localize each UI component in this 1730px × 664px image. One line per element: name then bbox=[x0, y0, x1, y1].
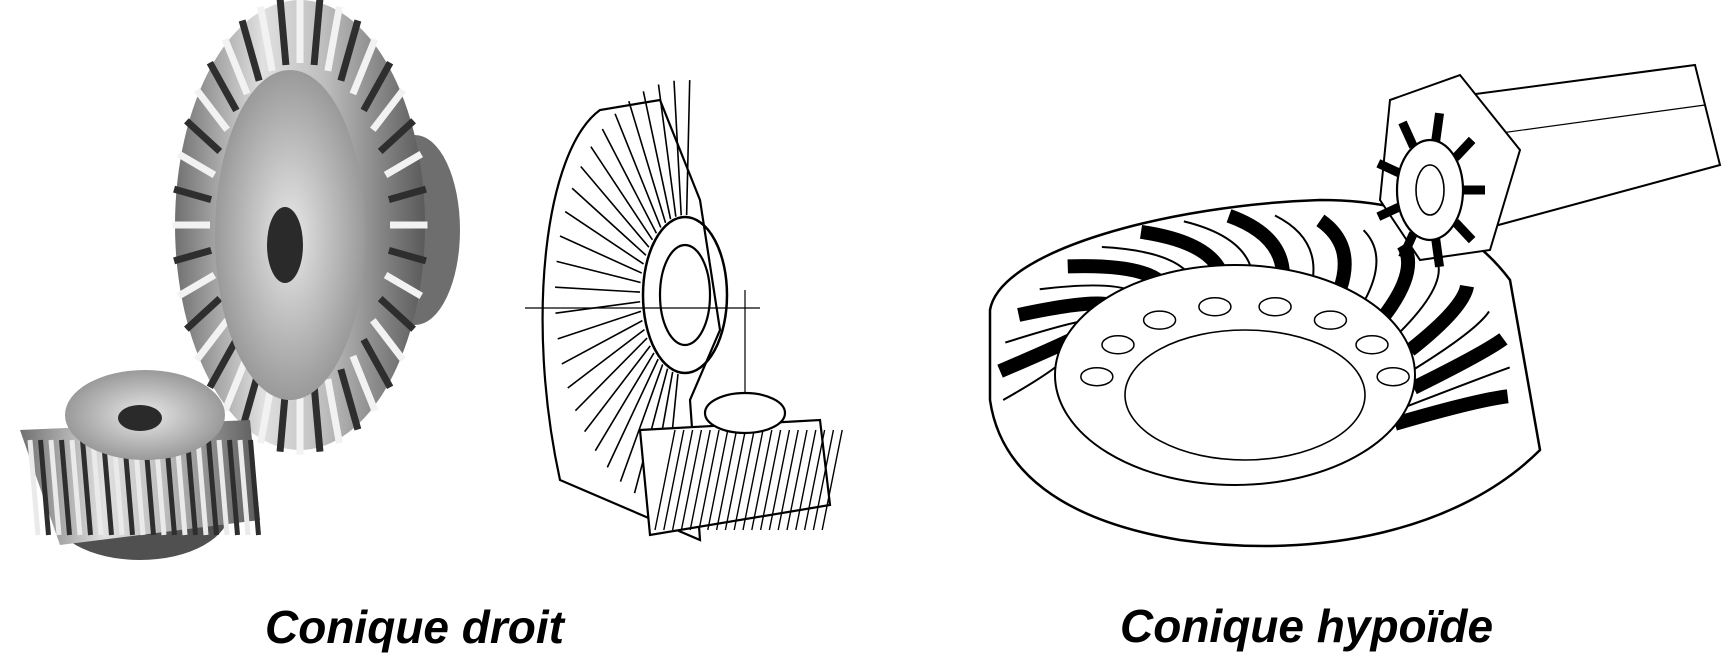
hypoid-bolt-holes bbox=[1080, 296, 1410, 387]
photo-pinion bbox=[20, 370, 261, 560]
photo-large-gear bbox=[172, 0, 460, 455]
hypoid-illustration bbox=[988, 63, 1722, 548]
caption-hypoid: Conique hypoïde bbox=[1120, 600, 1494, 652]
drawing-pinion-teeth bbox=[654, 429, 843, 531]
figure-hypoid: Conique hypoïde bbox=[960, 0, 1730, 664]
hypoid-ring-gear bbox=[988, 198, 1542, 548]
straight-bevel-illustration bbox=[20, 0, 843, 560]
hypoid-pinion bbox=[1376, 73, 1522, 268]
caption-straight-bevel: Conique droit bbox=[265, 601, 564, 653]
figure-straight-bevel: Conique droit bbox=[20, 0, 843, 653]
photo-pinion-teeth bbox=[27, 439, 261, 536]
drawing-straight-bevel bbox=[525, 80, 843, 542]
hypoid-pinion-teeth bbox=[1376, 112, 1485, 268]
